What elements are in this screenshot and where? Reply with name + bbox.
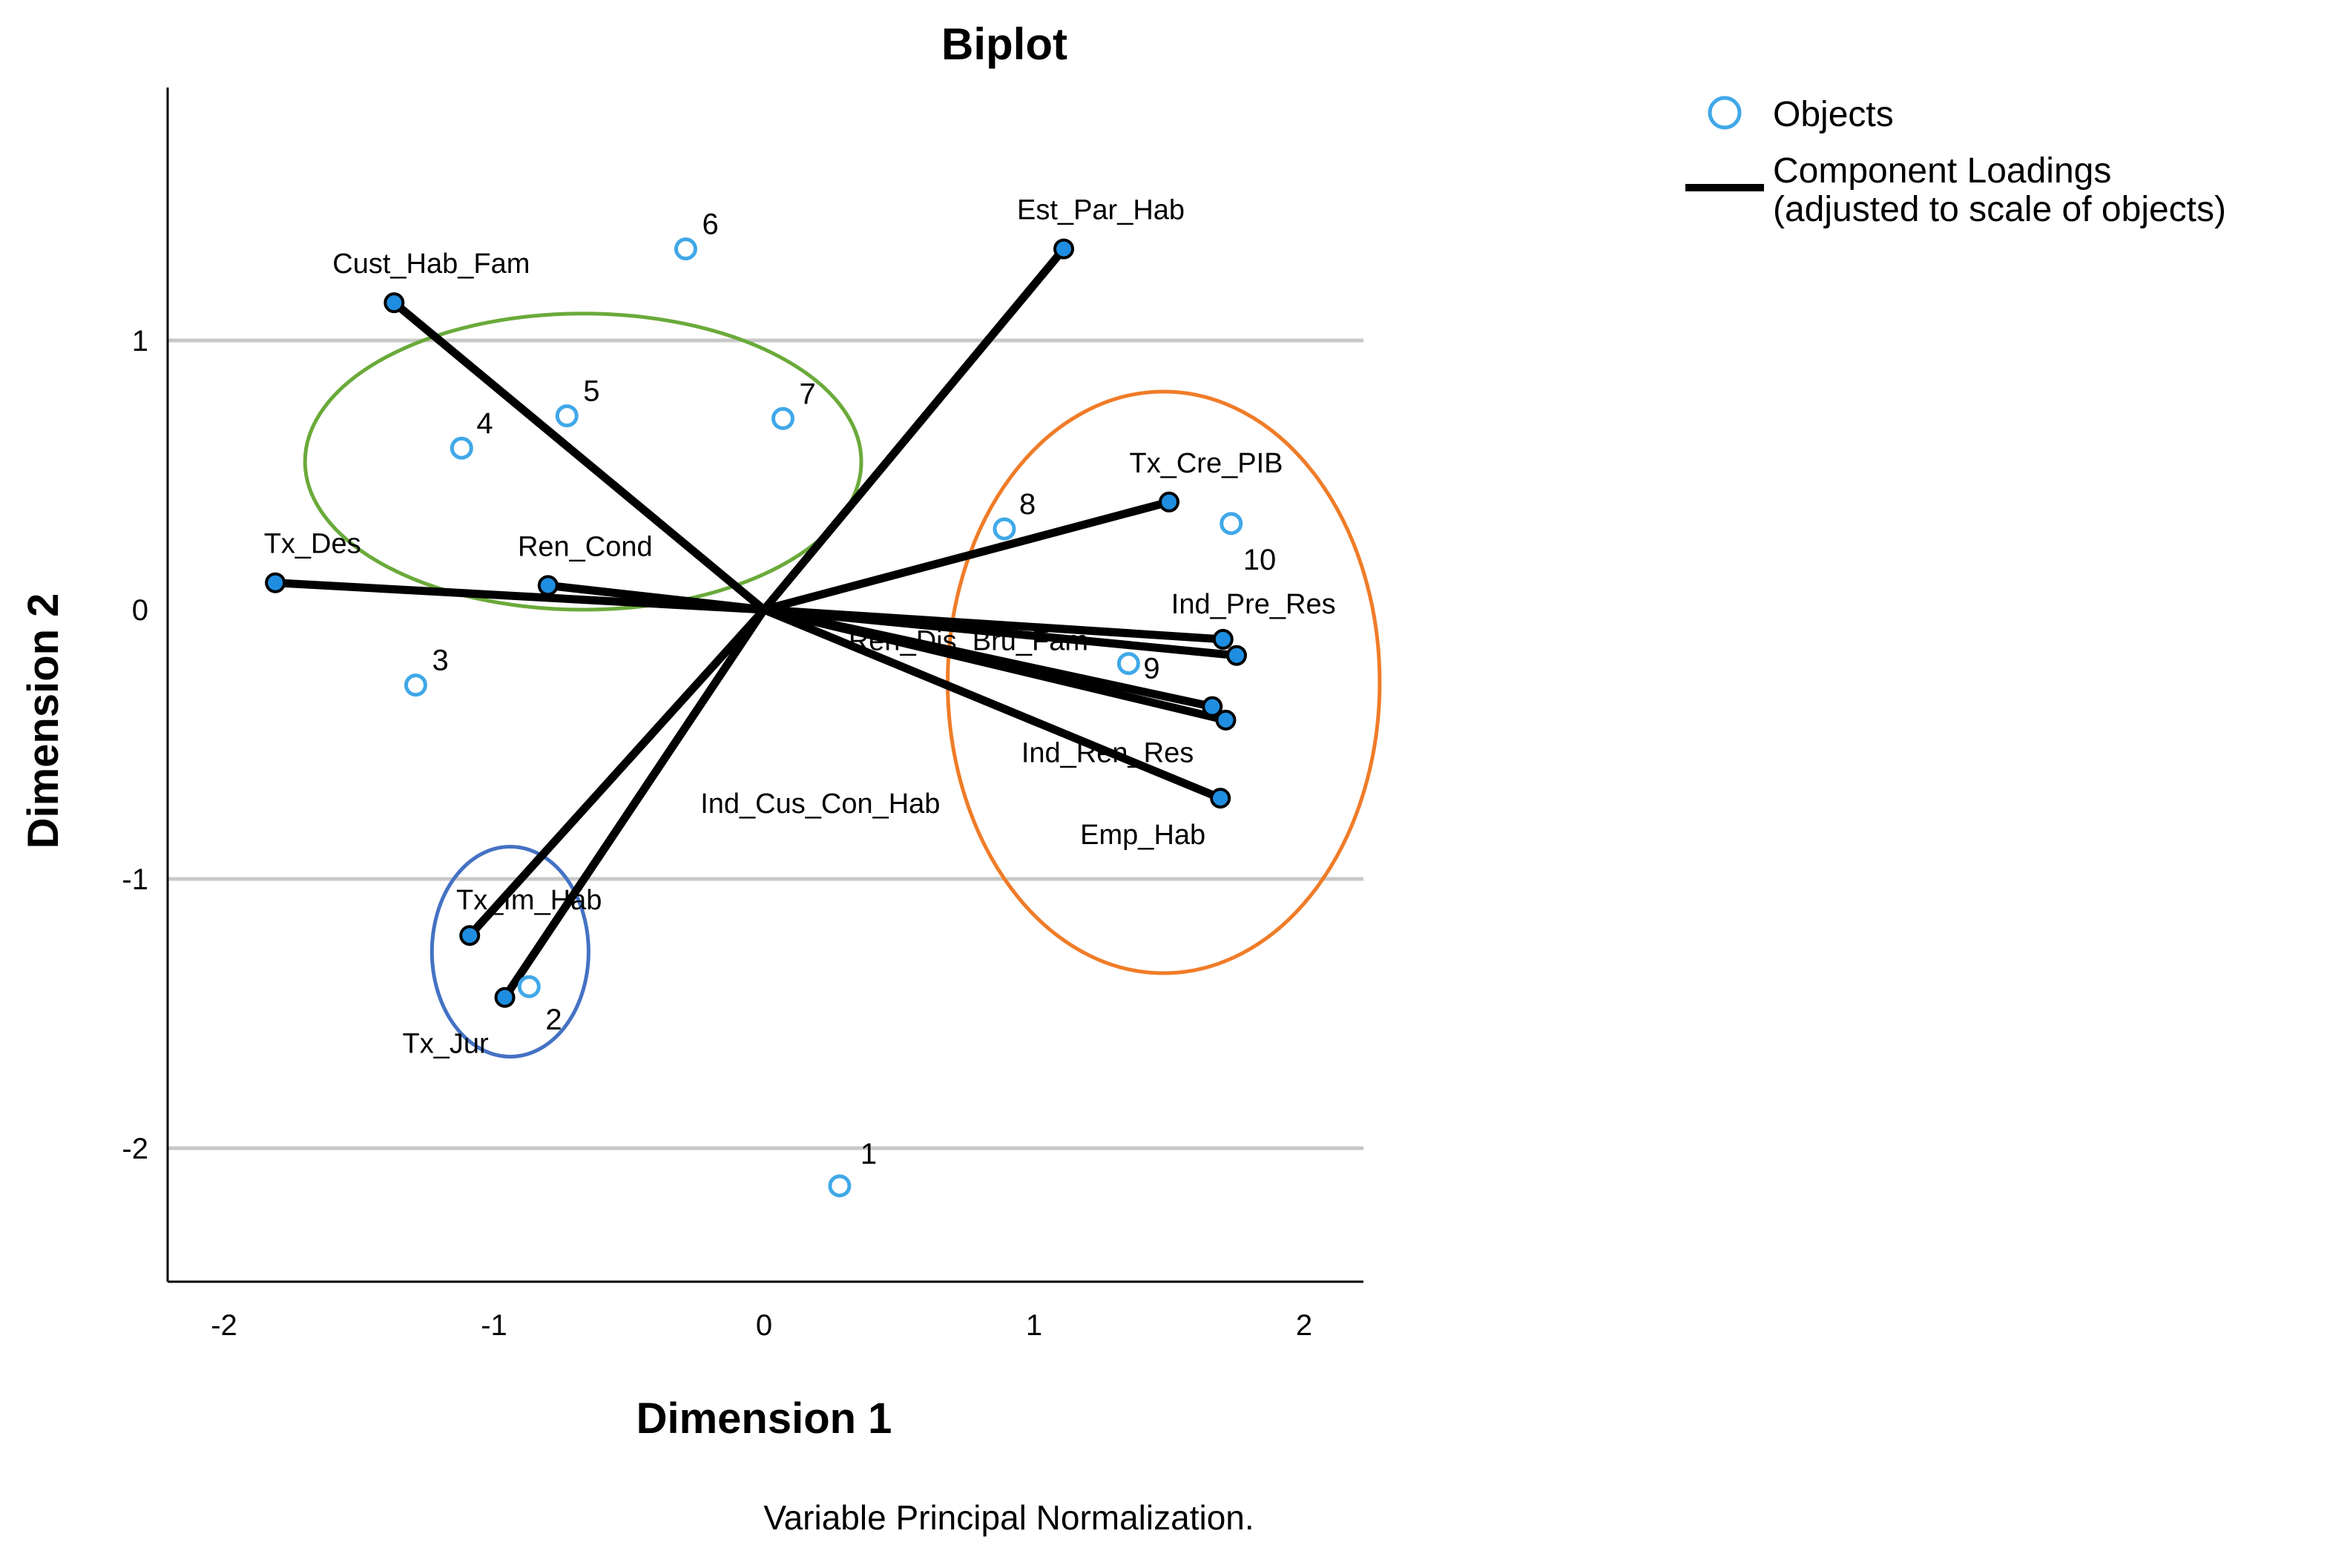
loading-label: Tx_Des [264,529,361,560]
loading-label: Ind_Pre_Res [1171,589,1336,620]
object-point [771,406,794,430]
object-point [828,1174,852,1198]
object-point [404,673,427,697]
loading-label: Ren_Cond [518,531,653,562]
loading-endpoint [1210,788,1231,809]
x-tick-label: 2 [1296,1309,1312,1342]
loading-endpoint [1202,696,1223,717]
loading-label: Tx_Jur [402,1029,488,1060]
loading-label: Ind_Cus_Con_Hab [700,788,940,820]
object-label: 10 [1243,544,1277,576]
object-label: 1 [860,1138,877,1170]
gridlines [168,338,1363,1150]
loading-line [760,605,1230,725]
object-label: 4 [476,407,493,440]
loading-endpoint [265,572,286,593]
loading-label: Cust_Hab_Fam [332,248,530,280]
legend: Objects Component Loadings (adjusted to … [1685,95,2226,229]
loading-line [465,605,769,940]
object-label: 6 [702,208,718,241]
object-label: 8 [1019,488,1036,521]
object-label: 7 [799,378,815,410]
loading-endpoint [537,575,559,596]
legend-loadings-subtitle: (adjusted to scale of objects) [1773,190,2226,229]
loading-endpoint [494,986,516,1008]
loading-endpoint [384,292,405,314]
loading-label: Ren_Dis_Bru_Fam [849,626,1088,657]
legend-objects-label: Objects [1773,95,1894,134]
loading-endpoint [1226,645,1247,666]
x-tick-label: 1 [1026,1309,1042,1342]
loading-endpoints [265,238,1247,1008]
loading-line [760,498,1174,614]
object-labels: 1 2 3 4 5 6 7 8 9 10 [432,208,1276,1170]
loading-line [389,298,769,614]
loading-label: Tx_Cre_PIB [1130,448,1283,479]
y-tick-label: -2 [122,1133,148,1165]
object-label: 2 [545,1004,562,1036]
legend-object-symbol [1708,96,1742,130]
footnote: Variable Principal Normalization. [763,1498,1254,1537]
loading-endpoint [1215,709,1237,731]
loading-endpoint [1053,238,1075,260]
blue-group-ellipse [430,844,590,1059]
loading-line [760,605,1241,660]
tick-labels: -2 -1 0 1 2 -2 -1 0 1 [122,325,1312,1342]
legend-loadings-label: Component Loadings [1773,151,2111,191]
loading-line [271,579,769,614]
object-label: 3 [432,645,448,677]
object-point [450,436,473,460]
green-group-ellipse [303,312,863,612]
y-tick-label: 1 [132,325,148,358]
loading-endpoint [1159,491,1179,513]
x-tick-label: -1 [481,1309,507,1342]
object-label: 5 [583,375,599,408]
chart-title: Biplot [941,19,1067,69]
y-axis-title: Dimension 2 [19,593,68,849]
loading-label: Ind_Ren_Res [1021,738,1194,769]
loading-label: Est_Par_Hab [1017,195,1185,226]
object-point [674,237,697,261]
loading-endpoint [459,925,481,946]
loading-line [544,581,769,614]
object-point [993,517,1016,541]
object-label: 9 [1143,653,1159,685]
loading-lines [271,245,1241,1002]
loading-line [760,245,1068,614]
x-tick-label: -2 [211,1309,237,1342]
object-point [1116,652,1140,676]
object-points [404,237,1243,1198]
loading-labels: Est_Par_Hab Cust_Hab_Fam Tx_Des Ren_Cond Tx_… [264,195,1336,1060]
loading-line [760,605,1225,803]
loading-endpoint [1212,628,1234,650]
object-point [1220,512,1243,536]
loading-label: Tx_Im_Hab [456,885,602,916]
y-tick-label: -1 [122,863,148,896]
x-axis-title: Dimension 1 [636,1394,892,1443]
loading-label: Emp_Hab [1080,820,1205,851]
object-point [555,404,579,428]
loading-line [501,605,769,1002]
y-tick-label: 0 [132,594,148,627]
object-point [517,975,541,998]
x-tick-label: 0 [756,1309,772,1342]
axes [166,88,1363,1283]
